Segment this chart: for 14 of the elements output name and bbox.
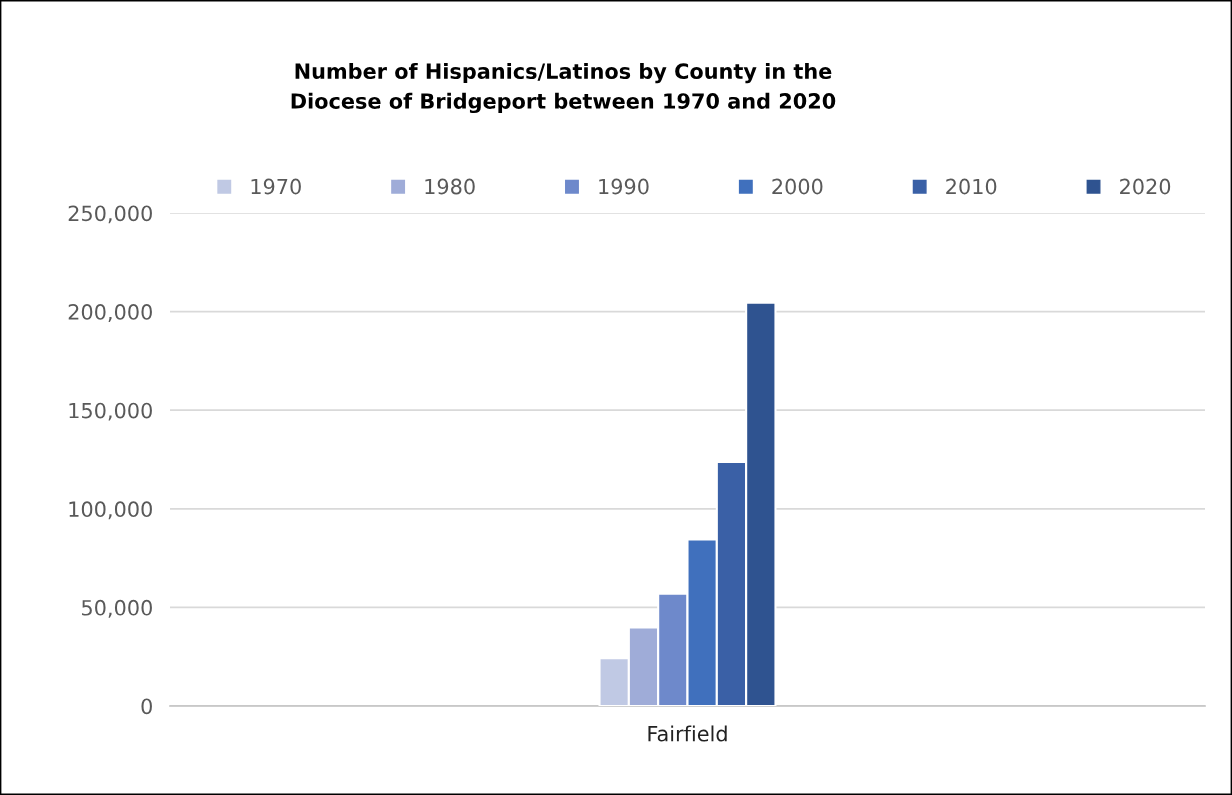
y-tick-label: 0: [141, 698, 152, 715]
y-tick-label: 200,000: [68, 304, 152, 322]
legend-label: 1970: [251, 178, 301, 195]
legend-label: 1980: [425, 178, 475, 195]
y-tick-label: 150,000: [69, 402, 152, 421]
y-tick-label: 250,000: [68, 205, 152, 224]
legend-label: 1990: [599, 178, 649, 195]
y-tick-label: 50,000: [82, 599, 152, 618]
x-tick-label: Fairfield: [648, 725, 727, 742]
legend-label: 2020: [1120, 178, 1171, 195]
legend-label: 2000: [772, 178, 823, 195]
y-tick-label: 100,000: [69, 501, 152, 520]
legend-label: 2010: [946, 178, 997, 195]
chart-title: Number of Hispanics/Latinos by County in the Diocese of Bridgeport between 1970 and 2020: [291, 62, 836, 114]
